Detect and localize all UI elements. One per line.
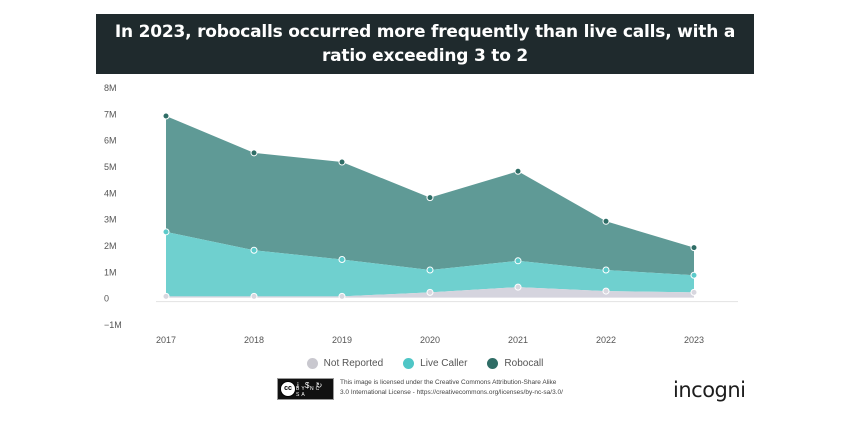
point-live-caller xyxy=(250,246,258,254)
cc-icon: cc xyxy=(280,381,296,397)
legend-item-not-reported[interactable]: Not Reported xyxy=(306,358,384,369)
chart-legend: Not Reported Live Caller Robocall xyxy=(0,358,850,369)
point-live-caller xyxy=(338,255,346,263)
area-live-caller xyxy=(166,231,694,297)
chart-title-bar: In 2023, robocalls occurred more frequen… xyxy=(96,14,754,74)
point-live-caller xyxy=(426,266,434,274)
license-block: cc i $ ↻ BY NC SA This image is licensed… xyxy=(277,378,580,400)
y-tick-label: 6M xyxy=(104,136,117,146)
point-not-reported xyxy=(602,287,610,295)
y-tick-label: 0 xyxy=(104,294,109,304)
legend-label-robocall: Robocall xyxy=(504,358,544,369)
license-line-2: 3.0 International License - https://crea… xyxy=(340,389,563,396)
x-tick-label: 2018 xyxy=(244,335,264,345)
license-text: This image is licensed under the Creativ… xyxy=(340,378,580,398)
y-tick-label: 3M xyxy=(104,215,117,225)
point-robocall xyxy=(426,194,434,202)
by-nc-sa-icons: i $ ↻ xyxy=(297,381,325,390)
point-robocall xyxy=(690,244,698,252)
point-not-reported xyxy=(338,292,346,300)
legend-dot-live-caller xyxy=(403,358,415,369)
point-robocall xyxy=(602,217,610,225)
point-live-caller xyxy=(514,257,522,265)
legend-dot-not-reported xyxy=(306,358,318,369)
incogni-logo: incogni xyxy=(673,378,746,402)
y-tick-label: 5M xyxy=(104,162,117,172)
y-tick-label: 8M xyxy=(104,83,117,93)
cc-license-badge[interactable]: cc i $ ↻ BY NC SA xyxy=(277,378,334,400)
point-not-reported xyxy=(514,283,522,291)
point-live-caller xyxy=(690,271,698,279)
chart-title: In 2023, robocalls occurred more frequen… xyxy=(114,22,736,66)
x-tick-label: 2017 xyxy=(156,335,176,345)
point-robocall xyxy=(250,149,258,157)
legend-label-not-reported: Not Reported xyxy=(323,358,384,369)
point-robocall xyxy=(338,158,346,166)
x-tick-label: 2019 xyxy=(332,335,352,345)
x-tick-label: 2022 xyxy=(596,335,616,345)
x-tick-label: 2023 xyxy=(684,335,704,345)
point-live-caller xyxy=(162,228,170,236)
y-tick-label: 1M xyxy=(104,267,117,277)
point-robocall xyxy=(514,167,522,175)
legend-item-live-caller[interactable]: Live Caller xyxy=(403,358,467,369)
x-tick-label: 2020 xyxy=(420,335,440,345)
area-chart: 8M 7M 6M 5M 4M 3M 2M 1M 0 −1M 2017 2018 2019 2020 2021… xyxy=(104,83,738,345)
y-tick-label: 2M xyxy=(104,241,117,251)
y-tick-label: 7M xyxy=(104,109,117,119)
by-nc-sa-labels: BY NC SA xyxy=(296,386,322,398)
point-not-reported xyxy=(426,288,434,296)
point-not-reported xyxy=(162,292,170,300)
point-live-caller xyxy=(602,266,610,274)
y-tick-label: −1M xyxy=(104,320,122,330)
legend-label-live-caller: Live Caller xyxy=(420,358,468,369)
legend-item-robocall[interactable]: Robocall xyxy=(487,358,543,369)
legend-dot-robocall xyxy=(487,358,499,369)
point-not-reported xyxy=(690,288,698,296)
x-tick-label: 2021 xyxy=(508,335,528,345)
point-not-reported xyxy=(250,292,258,300)
y-tick-label: 4M xyxy=(104,188,117,198)
area-robocall xyxy=(166,115,694,276)
point-robocall xyxy=(162,112,170,120)
license-line-1: This image is licensed under the Creativ… xyxy=(340,379,557,386)
